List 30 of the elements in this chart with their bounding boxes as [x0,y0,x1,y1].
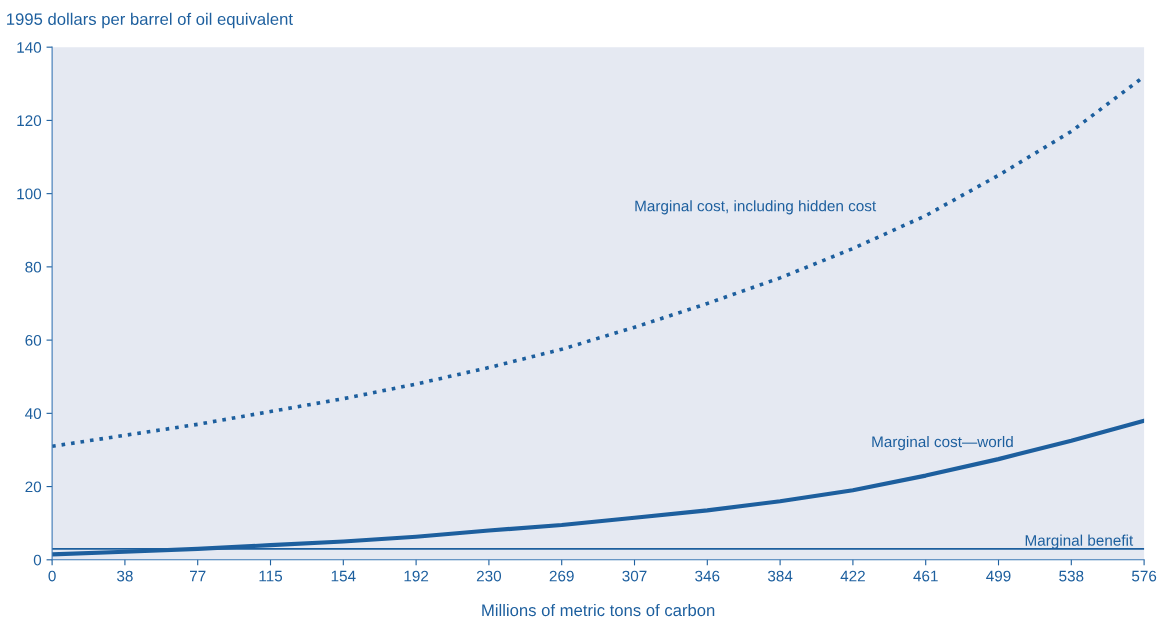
y-tick-label: 100 [17,188,42,200]
y-tick-label: 80 [25,261,42,273]
series-label: Marginal cost, including hidden cost [635,200,877,215]
line-series [52,418,1145,557]
y-tick-label: 140 [17,42,42,53]
x-tick-label: 77 [190,570,206,582]
series-label: Marginal cost—world [872,435,1013,451]
x-tick-label: 461 [913,570,938,582]
x-tick-label: 192 [404,570,429,582]
x-tick-label: 230 [476,570,502,582]
y-tick-label: 0 [33,554,42,566]
y-tick-label: 60 [25,334,42,346]
x-tick-label: 0 [48,570,56,582]
x-tick-label: 499 [986,570,1011,582]
y-tick-label: 40 [25,408,42,420]
x-tick-label: 576 [1131,570,1157,582]
x-tick-label: 307 [622,570,647,582]
x-tick-label: 346 [695,570,720,582]
y-axis-title: 1995 dollars per barrel of oil equivalent [7,12,293,29]
x-tick-label: 154 [331,570,356,582]
x-tick-label: 38 [117,570,133,582]
x-tick-label: 384 [767,570,793,582]
x-tick-label: 538 [1059,570,1084,582]
ref-line-label: Marginal benefit [1025,534,1134,549]
x-tick-label: 269 [549,570,574,582]
x-tick-label: 422 [840,570,865,582]
x-tick-label: 115 [259,570,283,582]
x-axis-title: Millions of metric tons of carbon [482,603,715,617]
y-tick-label: 120 [17,115,42,127]
y-tick-label: 20 [25,481,42,493]
